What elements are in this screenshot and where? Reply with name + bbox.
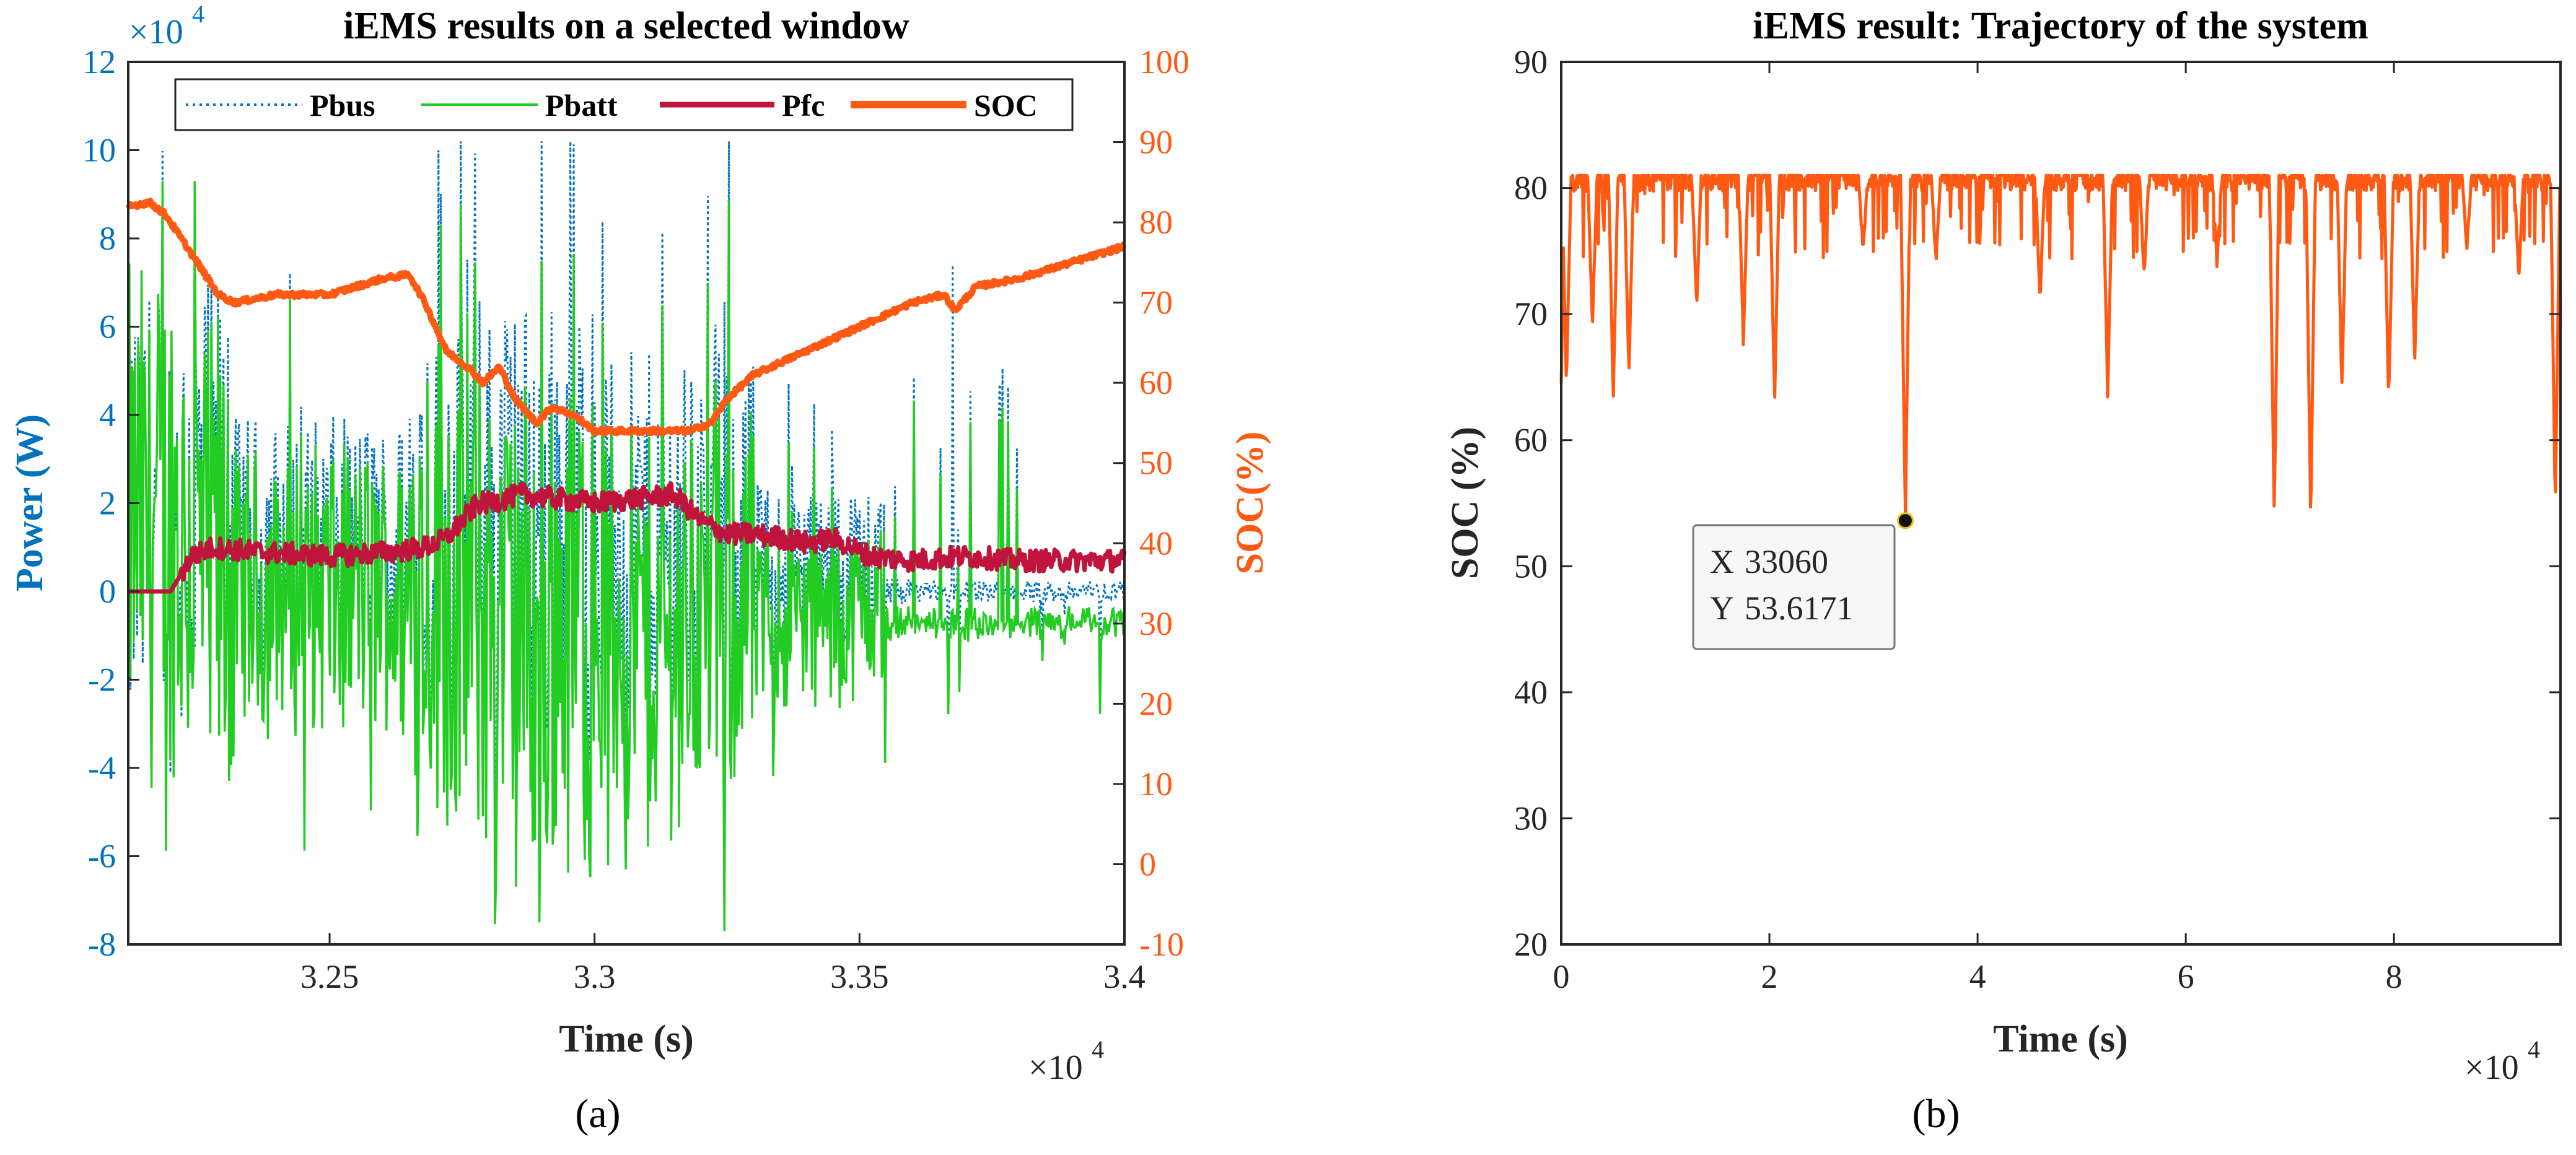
chart-b-plot-area [1559,173,2562,523]
x-tick-label: 0 [1553,958,1570,995]
series-soc [125,198,1127,437]
right-tick-label: 100 [1139,43,1189,81]
chart-b-x-exponent-power: 4 [2528,1035,2540,1063]
left-tick-label: 12 [82,43,116,81]
chart-a-plot-area [125,141,1127,931]
right-tick-label: 90 [1139,124,1173,161]
chart-a-x-ticks: 3.25 3.3 3.35 3.4 [300,933,1146,995]
chart-b-title: iEMS result: Trajectory of the system [1753,5,2368,47]
y-tick-label: 90 [1514,43,1548,81]
series-soc-trajectory [1559,173,2562,523]
left-tick-label: 8 [99,220,116,257]
left-tick-label: 2 [99,485,116,522]
left-tick-label: -8 [88,926,116,963]
panel-label-b: (b) [1912,1091,1960,1136]
datatip-box [1692,524,1896,650]
y-tick-label: 20 [1514,926,1548,963]
legend-pbatt-label: Pbatt [545,88,618,123]
right-tick-label: 20 [1139,685,1173,722]
datatip-x-value: 33060 [1745,543,1828,580]
chart-b-xlabel: Time (s) [1993,1018,2128,1060]
left-tick-label: -6 [88,838,116,875]
datatip-marker[interactable] [1896,512,1914,530]
y-tick-label: 80 [1514,170,1548,207]
chart-a-legend: Pbus Pbatt Pfc SOC [174,78,1074,131]
right-tick-label: 10 [1139,765,1173,803]
panel-label-a: (a) [575,1091,620,1136]
right-tick-label: 30 [1139,605,1173,642]
right-tick-label: -10 [1139,926,1184,963]
right-tick-label: 60 [1139,364,1173,401]
legend-pbus-label: Pbus [310,88,375,123]
left-tick-label: -2 [88,661,116,699]
y-tick-label: 50 [1514,547,1548,585]
right-tick-label: 50 [1139,445,1173,482]
chart-b-x-ticks: 0 2 4 6 8 [1553,62,2403,995]
y-tick-label: 30 [1514,800,1548,837]
chart-b-y-ticks: 20 30 40 50 60 70 80 90 [1514,43,2561,963]
left-tick-label: 10 [82,132,116,169]
chart-a-title: iEMS results on a selected window [343,5,909,47]
chart-b-x-exponent-base: ×10 [2464,1048,2519,1087]
datatip[interactable]: X 33060 Y 53.6171 [0,0,1914,650]
y-tick-label: 60 [1514,422,1548,459]
chart-a-y2label: SOC(%) [1229,432,1271,575]
x-tick-label: 2 [1761,958,1778,995]
datatip-y-label: Y [1710,590,1734,627]
chart-a-right-ticks: -10 0 10 20 30 40 50 60 70 80 90 100 [1113,43,1189,963]
chart-a-left-ticks: -8 -6 -4 -2 0 2 4 6 8 10 12 [82,43,139,963]
x-tick-label: 3.3 [574,958,616,995]
series-pfc [127,481,1127,594]
chart-b-ylabel: SOC (%) [1444,427,1486,579]
chart-a-ylabel: Power (W) [9,414,51,591]
left-tick-label: -4 [88,749,116,787]
left-tick-label: 4 [99,396,116,434]
right-tick-label: 70 [1139,284,1173,321]
left-tick-label: 0 [99,573,116,610]
chart-a-xlabel: Time (s) [559,1018,694,1060]
x-tick-label: 3.25 [300,958,359,995]
chart-a-y-exponent-power: 4 [192,0,204,28]
chart-a-y-exponent-base: ×10 [129,13,183,51]
legend-soc-label: SOC [974,88,1038,123]
x-tick-label: 6 [2178,958,2194,995]
legend-pfc-label: Pfc [782,88,825,123]
chart-a-x-exponent-base: ×10 [1028,1048,1083,1087]
datatip-x-label: X [1710,543,1734,580]
chart-b-x-exponent: ×10 4 [2464,1035,2540,1087]
x-tick-label: 4 [1969,958,1986,995]
right-tick-label: 40 [1139,525,1173,562]
series-pbatt [127,181,1126,931]
y-tick-label: 70 [1514,295,1548,333]
x-tick-label: 3.35 [830,958,889,995]
x-tick-label: 3.4 [1103,958,1146,995]
left-tick-label: 6 [99,308,116,346]
chart-a: -8 -6 -4 -2 0 2 4 6 8 10 12 -10 0 10 20 30 40 50 60 70 80 90… [9,0,1271,1136]
right-tick-label: 80 [1139,204,1173,241]
chart-a-x-exponent-power: 4 [1092,1035,1104,1063]
y-tick-label: 40 [1514,674,1548,711]
datatip-y-value: 53.6171 [1745,590,1854,627]
x-tick-label: 8 [2386,958,2403,995]
right-tick-label: 0 [1139,845,1156,883]
chart-a-y-exponent: ×10 4 [129,0,204,51]
chart-a-x-exponent: ×10 4 [1028,1035,1104,1087]
chart-b-frame [1560,61,2562,946]
